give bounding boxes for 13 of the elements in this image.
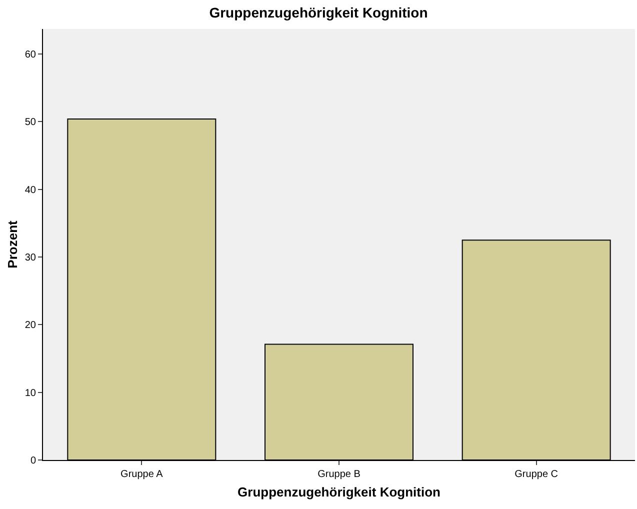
y-tick-label: 60 [24,50,36,61]
y-tick-label: 10 [24,388,36,399]
y-tick-label: 30 [24,252,36,264]
y-tick-label: 40 [24,184,36,196]
y-tick-label: 20 [24,320,36,332]
y-tick-label: 0 [30,456,36,466]
x-tick-label: Gruppe C [514,469,558,480]
y-tick-label: 50 [24,117,36,128]
x-axis-title: Gruppenzugehörigkeit Kognition [238,484,441,500]
y-axis-title: Prozent [4,220,20,268]
x-tick-label: Gruppe B [318,469,361,480]
x-tick-label: Gruppe A [120,469,164,480]
chart-title: Gruppenzugehörigkeit Kognition [209,4,428,20]
